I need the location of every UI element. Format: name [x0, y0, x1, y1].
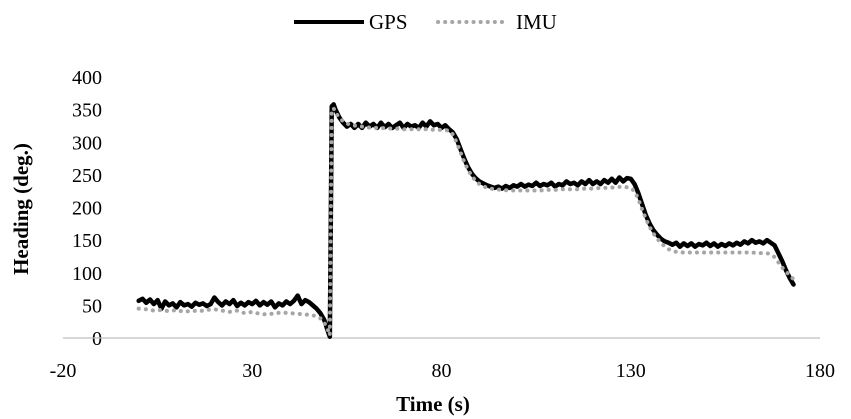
y-tick-label: 400 — [72, 67, 102, 89]
legend-label-imu: IMU — [516, 10, 557, 34]
legend: GPS IMU — [294, 10, 557, 34]
y-tick-label: 200 — [72, 198, 102, 220]
x-tick-label: 180 — [805, 360, 835, 382]
y-tick-label: 0 — [92, 328, 102, 350]
x-tick-label: 130 — [616, 360, 646, 382]
y-tick-label: 100 — [72, 263, 102, 285]
x-axis-ticks: -20 30 80 130 180 — [50, 360, 835, 382]
y-tick-label: 350 — [72, 100, 102, 122]
x-tick-label: 80 — [432, 360, 452, 382]
x-axis-title: Time (s) — [396, 392, 470, 416]
legend-label-gps: GPS — [369, 10, 408, 34]
series-line-imu — [136, 105, 796, 337]
y-axis-ticks: 0 50 100 150 200 250 300 350 400 — [72, 67, 102, 350]
x-tick-label: 30 — [242, 360, 262, 382]
y-tick-label: 50 — [82, 295, 102, 317]
y-axis-title: Heading (deg.) — [9, 143, 33, 275]
x-tick-label: -20 — [50, 360, 77, 382]
y-tick-label: 250 — [72, 165, 102, 187]
series-line-gps — [136, 102, 796, 339]
series-layer — [136, 102, 796, 339]
y-tick-label: 300 — [72, 132, 102, 154]
y-tick-label: 150 — [72, 230, 102, 252]
